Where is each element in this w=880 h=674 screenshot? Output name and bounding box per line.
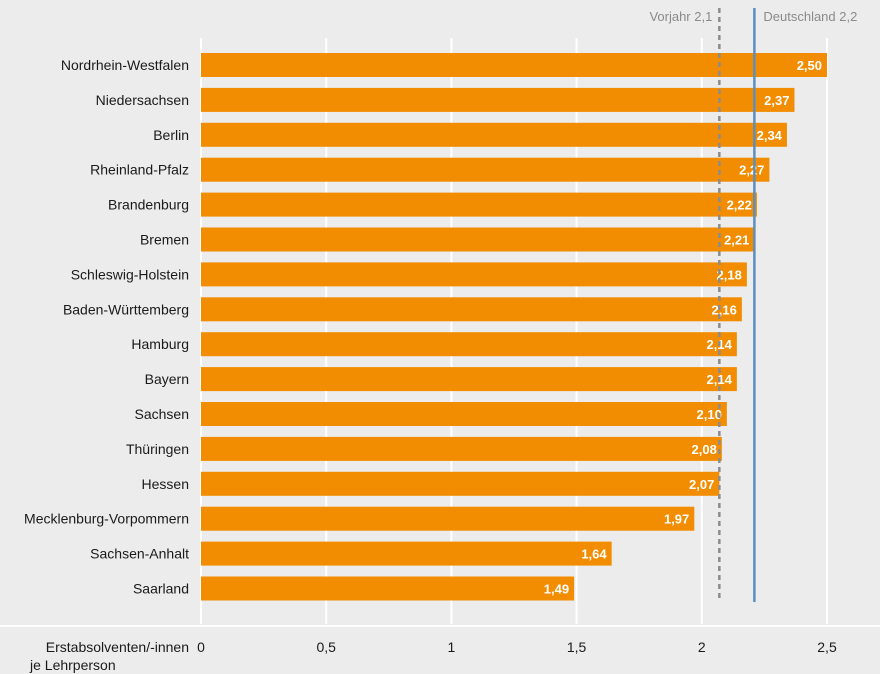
x-tick-label-5: 2,5 [817, 639, 837, 655]
category-label-0: Nordrhein-Westfalen [61, 57, 189, 73]
value-label-12: 2,07 [689, 477, 714, 492]
category-label-10: Sachsen [135, 406, 189, 422]
bar-14 [201, 541, 612, 566]
reference-label-1: Deutschland 2,2 [763, 9, 857, 24]
value-label-13: 1,97 [664, 512, 689, 527]
bars: 2,502,372,342,272,222,212,182,162,142,14… [201, 53, 827, 601]
value-label-7: 2,16 [712, 302, 737, 317]
category-label-12: Hessen [142, 476, 189, 492]
bar-1 [201, 87, 795, 112]
category-label-4: Brandenburg [108, 197, 189, 213]
category-label-3: Rheinland-Pfalz [90, 162, 189, 178]
category-label-15: Saarland [133, 581, 189, 597]
x-tick-label-2: 1 [448, 639, 456, 655]
value-label-4: 2,22 [727, 198, 752, 213]
category-label-13: Mecklenburg-Vorpommern [24, 511, 189, 527]
category-label-9: Bayern [145, 371, 189, 387]
category-label-11: Thüringen [126, 441, 189, 457]
bar-13 [201, 506, 695, 531]
category-label-5: Bremen [140, 232, 189, 248]
category-label-14: Sachsen-Anhalt [90, 546, 189, 562]
bar-3 [201, 157, 770, 182]
x-axis-title: Erstabsolventen/-innen je Lehrperson [29, 639, 189, 673]
x-tick-label-0: 0 [197, 639, 205, 655]
value-label-15: 1,49 [544, 582, 569, 597]
reference-lines: Vorjahr 2,1 Deutschland 2,2 [649, 8, 857, 602]
category-label-2: Berlin [153, 127, 189, 143]
value-label-1: 2,37 [764, 93, 789, 108]
bar-12 [201, 471, 720, 496]
category-label-7: Baden-Württemberg [63, 301, 189, 317]
bar-4 [201, 192, 757, 217]
x-axis: 0 0,5 1 1,5 2 2,5 Erstabsolventen/-innen je Leh… [0, 625, 880, 673]
value-label-3: 2,27 [739, 163, 764, 178]
bar-2 [201, 122, 787, 147]
bar-5 [201, 227, 755, 252]
x-tick-label-3: 1,5 [567, 639, 587, 655]
bar-0 [201, 53, 827, 77]
bar-7 [201, 297, 742, 322]
category-label-6: Schleswig-Holstein [71, 266, 189, 282]
value-label-2: 2,34 [757, 128, 783, 143]
category-labels: Nordrhein-Westfalen Niedersachsen Berlin Rh… [24, 57, 189, 597]
bar-10 [201, 402, 727, 426]
bar-11 [201, 436, 722, 461]
category-label-1: Niedersachsen [96, 92, 189, 108]
value-label-11: 2,08 [692, 442, 717, 457]
value-label-0: 2,50 [797, 58, 822, 73]
value-label-5: 2,21 [724, 233, 749, 248]
value-label-10: 2,10 [697, 407, 722, 422]
value-label-14: 1,64 [581, 547, 607, 562]
x-tick-label-4: 2 [698, 639, 706, 655]
bar-15 [201, 576, 575, 601]
reference-label-0: Vorjahr 2,1 [649, 9, 712, 24]
x-axis-title-line-1: je Lehrperson [29, 657, 116, 673]
value-label-6: 2,18 [717, 267, 742, 282]
bar-8 [201, 332, 737, 357]
x-axis-title-line-0: Erstabsolventen/-innen [46, 639, 189, 655]
category-label-8: Hamburg [131, 336, 189, 352]
bar-6 [201, 262, 747, 287]
x-tick-label-1: 0,5 [316, 639, 336, 655]
bar-9 [201, 367, 737, 392]
